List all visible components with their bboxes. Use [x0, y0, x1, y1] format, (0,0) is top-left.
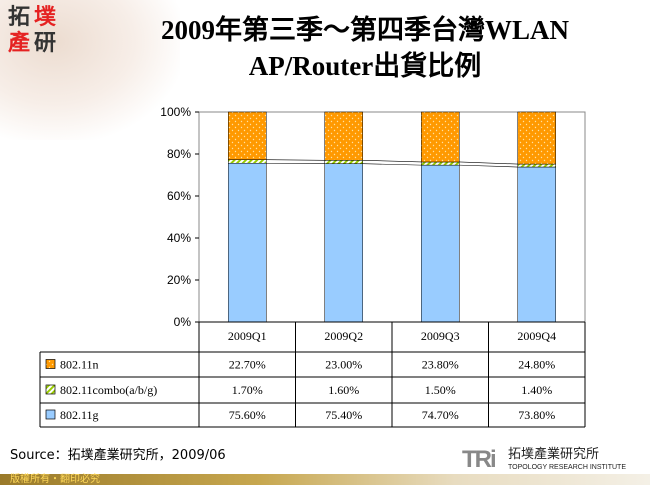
brand-logo: TRi 拓墣產業研究所 TOPOLOGY RESEARCH INSTITUTE: [462, 447, 642, 473]
y-tick-label: 20%: [167, 273, 191, 287]
data-label: 75.60%: [229, 408, 266, 422]
brand-subtitle: TOPOLOGY RESEARCH INSTITUTE: [508, 464, 626, 471]
data-label: 74.70%: [422, 408, 459, 422]
bar-802-11combo-a-b-g--2009Q4: [517, 163, 556, 168]
bar-802-11combo-a-b-g--2009Q3: [421, 161, 460, 166]
data-label: 1.50%: [425, 383, 456, 397]
y-tick-label: 40%: [167, 231, 191, 245]
bar-802-11g-2009Q3: [421, 164, 460, 323]
category-label: 2009Q2: [324, 329, 363, 343]
category-label: 2009Q3: [421, 329, 460, 343]
y-tick-label: 100%: [160, 105, 191, 119]
footer-bar: 版權所有・翻印必究: [0, 474, 650, 485]
source-note: Source：拓墣產業研究所，2009/06: [10, 448, 226, 463]
copyright-text: 版權所有・翻印必究: [10, 474, 100, 485]
bar-802-11n-2009Q3: [421, 111, 460, 163]
bar-802-11g-2009Q4: [517, 166, 556, 323]
y-tick-label: 80%: [167, 147, 191, 161]
bar-802-11combo-a-b-g--2009Q1: [228, 159, 267, 164]
series-line: [362, 163, 422, 166]
bar-802-11g-2009Q1: [228, 162, 267, 323]
series-line: [362, 160, 422, 163]
bar-802-11n-2009Q2: [324, 111, 363, 161]
map-background: [0, 0, 180, 140]
legend-swatch: [45, 359, 56, 369]
legend-swatch: [45, 409, 56, 420]
data-label: 73.80%: [518, 408, 555, 422]
data-label: 22.70%: [229, 358, 266, 372]
y-tick-label: 0%: [174, 315, 192, 329]
legend-swatch: [45, 384, 56, 395]
y-tick-label: 60%: [167, 189, 191, 203]
legend-label: 802.11n: [60, 358, 99, 372]
brand-name: 拓墣產業研究所: [508, 447, 600, 462]
data-label: 1.40%: [521, 383, 552, 397]
brand-mark: TRi: [462, 446, 497, 473]
bar-802-11n-2009Q4: [517, 111, 556, 165]
series-line: [266, 159, 325, 161]
title-line-2: AP/Router出貨比例: [248, 51, 482, 81]
logo: 拓墣 產研: [8, 5, 57, 56]
data-label: 23.00%: [325, 358, 362, 372]
data-label: 1.70%: [232, 383, 263, 397]
chart-title: 2009年第三季～第四季台灣WLAN AP/Router出貨比例: [100, 12, 630, 84]
bar-802-11n-2009Q1: [228, 111, 267, 160]
bar-802-11g-2009Q2: [324, 163, 363, 323]
legend-label: 802.11g: [60, 408, 99, 422]
data-label: 24.80%: [518, 358, 555, 372]
title-line-1: 2009年第三季～第四季台灣WLAN: [160, 15, 569, 45]
category-label: 2009Q1: [228, 329, 267, 343]
data-label: 75.40%: [325, 408, 362, 422]
data-label: 23.80%: [422, 358, 459, 372]
series-line: [459, 161, 518, 165]
data-label: 1.60%: [328, 383, 359, 397]
category-label: 2009Q4: [517, 329, 556, 343]
bar-802-11combo-a-b-g--2009Q2: [324, 160, 363, 164]
legend-label: 802.11combo(a/b/g): [60, 383, 157, 397]
series-line: [459, 164, 518, 168]
